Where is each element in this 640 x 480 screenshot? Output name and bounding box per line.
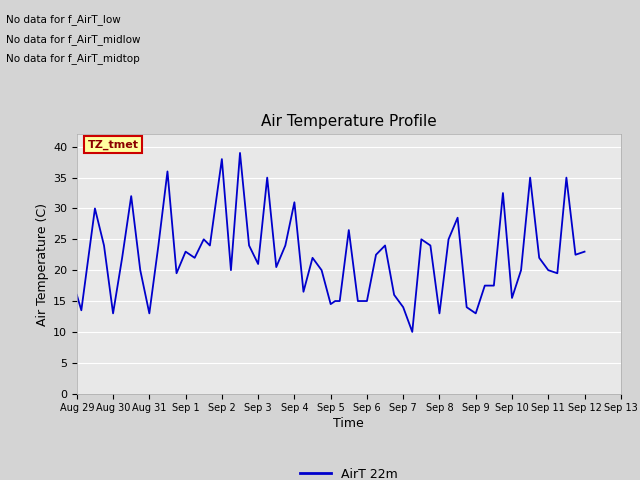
X-axis label: Time: Time (333, 418, 364, 431)
Legend: AirT 22m: AirT 22m (295, 463, 403, 480)
Title: Air Temperature Profile: Air Temperature Profile (261, 114, 436, 129)
Text: No data for f_AirT_midlow: No data for f_AirT_midlow (6, 34, 141, 45)
Text: TZ_tmet: TZ_tmet (88, 140, 139, 150)
Y-axis label: Air Temperature (C): Air Temperature (C) (36, 203, 49, 325)
Text: No data for f_AirT_low: No data for f_AirT_low (6, 14, 121, 25)
Text: No data for f_AirT_midtop: No data for f_AirT_midtop (6, 53, 140, 64)
